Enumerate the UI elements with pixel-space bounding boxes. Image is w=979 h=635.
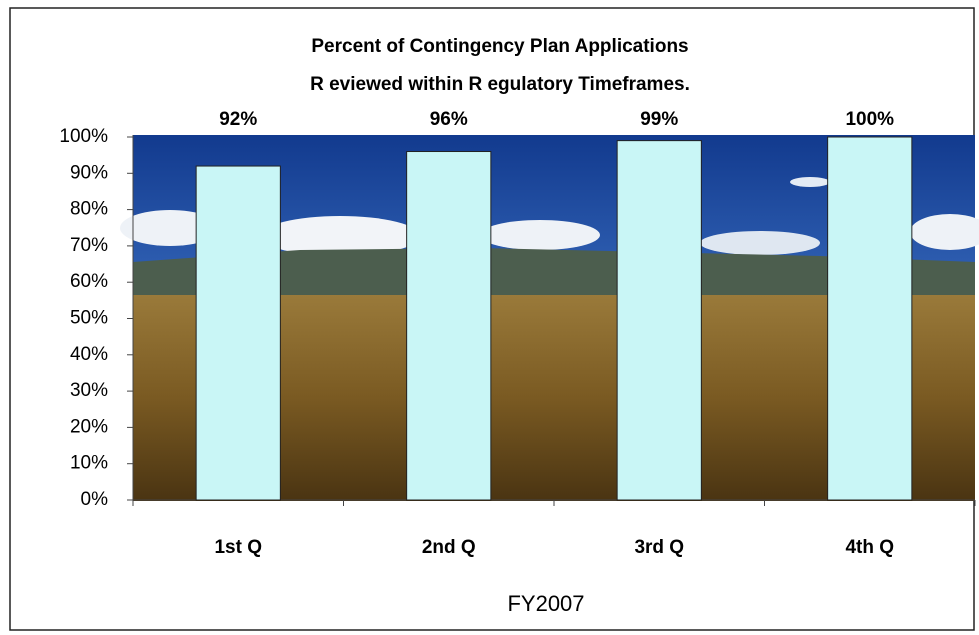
- value-label: 100%: [845, 109, 894, 130]
- chart-title: Percent of Contingency Plan Applications: [311, 36, 688, 57]
- bar: [827, 136, 913, 501]
- value-label: 99%: [640, 109, 678, 130]
- x-tick-label: 1st Q: [214, 537, 262, 558]
- chart-title: R eviewed within R egulatory Timeframes.: [310, 74, 690, 95]
- x-axis-label: FY2007: [507, 591, 584, 616]
- y-tick-label: 60%: [70, 271, 108, 292]
- y-tick-label: 10%: [70, 453, 108, 474]
- bar: [195, 165, 281, 501]
- x-tick-label: 4th Q: [845, 537, 894, 558]
- x-tick-label: 2nd Q: [422, 537, 476, 558]
- y-tick-label: 0%: [81, 489, 109, 510]
- y-tick-label: 100%: [59, 126, 108, 147]
- value-label: 92%: [219, 109, 257, 130]
- y-tick-label: 80%: [70, 199, 108, 220]
- y-tick-label: 70%: [70, 235, 108, 256]
- value-label: 96%: [430, 109, 468, 130]
- y-tick-label: 40%: [70, 344, 108, 365]
- bar: [616, 140, 702, 501]
- y-tick-label: 30%: [70, 380, 108, 401]
- y-tick-label: 50%: [70, 308, 108, 329]
- y-tick-label: 90%: [70, 162, 108, 183]
- x-tick-label: 3rd Q: [634, 537, 684, 558]
- bar: [406, 151, 492, 501]
- y-tick-label: 20%: [70, 416, 108, 437]
